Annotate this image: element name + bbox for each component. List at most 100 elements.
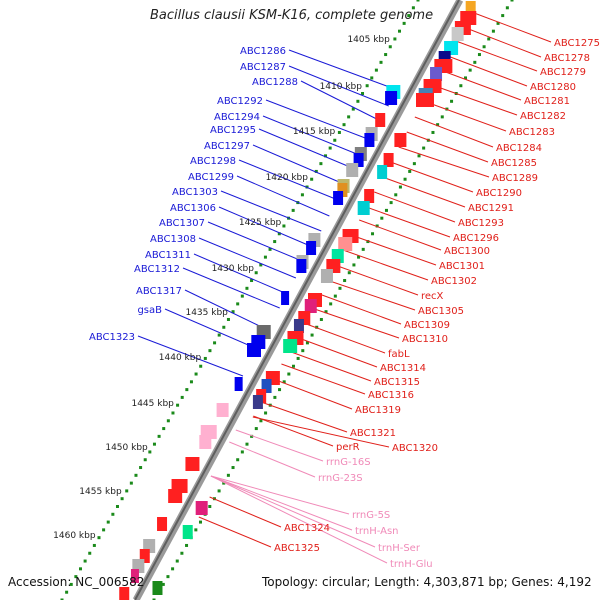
tick-dot-right	[366, 240, 370, 244]
tick-dot-left	[333, 138, 337, 142]
gene-label-right: ABC1320	[392, 443, 438, 454]
gene-feature	[394, 133, 407, 147]
tick-dot-left	[194, 372, 198, 376]
tick-dot-left	[231, 310, 235, 314]
gene-label-left: ABC1295	[210, 125, 256, 136]
tick-dot-left	[208, 349, 212, 353]
gene-label-right: ABC1283	[509, 127, 555, 138]
connector-right	[198, 516, 272, 548]
tick-dot-right	[273, 395, 277, 399]
connector-left	[220, 190, 322, 232]
tick-dot-right	[152, 598, 156, 600]
tick-dot-right	[440, 115, 444, 119]
connector-right	[252, 416, 390, 448]
tick-dot-right	[301, 349, 305, 353]
connector-right	[374, 191, 456, 223]
tick-dot-right	[222, 481, 226, 485]
gene-label-left: ABC1288	[252, 77, 298, 88]
tick-dot-left	[361, 92, 365, 96]
label-layer: 1405 kbp 1410 kbp 1415 kbp 1420 kbp 1425 kbp…	[53, 35, 600, 570]
gene-feature	[375, 113, 386, 127]
tick-dot-right	[496, 21, 500, 25]
connector-right	[303, 322, 386, 354]
connector-right	[253, 415, 334, 447]
tick-dot-left	[171, 411, 175, 415]
connector-left	[193, 253, 288, 295]
connector-left	[265, 99, 371, 141]
tick-dot-left	[162, 427, 166, 431]
tick-dot-left	[83, 559, 87, 563]
tick-dot-left	[259, 263, 263, 267]
tick-dot-left	[203, 356, 207, 360]
tick-dot-right	[431, 130, 435, 134]
gene-feature	[182, 525, 193, 539]
gene-feature	[247, 343, 261, 357]
gene-label-right: ABC1289	[492, 173, 538, 184]
gene-feature	[357, 201, 370, 215]
gene-feature	[261, 379, 272, 393]
gene-feature	[119, 587, 130, 600]
tick-dot-left	[157, 434, 161, 438]
tick-dot-right	[231, 466, 235, 470]
gene-label-right: ABC1309	[404, 320, 450, 331]
gene-label-left: ABC1308	[150, 234, 196, 245]
gene-label-left: ABC1286	[240, 46, 286, 57]
tick-dot-left	[199, 364, 203, 368]
tick-dot-left	[273, 240, 277, 244]
accession-text: Accession: NC_006582	[8, 575, 145, 589]
tick-dot-left	[60, 598, 64, 600]
gene-feature	[185, 457, 200, 471]
feature-layer	[119, 1, 477, 600]
tick-dot-right	[217, 489, 221, 493]
page-title: Bacillus clausii KSM-K16, complete genom…	[150, 8, 434, 23]
gene-label-left: ABC1323	[89, 332, 135, 343]
gene-feature	[337, 183, 348, 197]
connector-left	[262, 115, 362, 157]
tick-dot-left	[115, 504, 119, 508]
tick-dot-left	[134, 473, 138, 477]
tick-dot-right	[510, 0, 514, 2]
connector-rna	[235, 429, 324, 462]
gene-label-right: ABC1296	[453, 233, 499, 244]
connector-left	[288, 49, 398, 91]
connector-right	[414, 116, 494, 148]
tick-dot-left	[365, 84, 369, 88]
tick-dot-left	[374, 68, 378, 72]
tick-dot-right	[403, 177, 407, 181]
gene-feature	[168, 489, 183, 503]
rna-label: trnH-Glu	[390, 559, 433, 570]
tick-dot-left	[189, 380, 193, 384]
tick-dot-right	[310, 333, 314, 337]
connector-right	[440, 69, 522, 101]
tick-dot-left	[268, 247, 272, 251]
gene-feature	[416, 93, 434, 107]
genome-backbone	[132, 0, 464, 600]
tick-dot-left	[411, 6, 415, 10]
gene-label-right: ABC1280	[530, 82, 576, 93]
scale-tick-label: 1425 kbp	[239, 218, 282, 228]
tick-dot-left	[143, 458, 147, 462]
tick-dot-left	[152, 442, 156, 446]
connector-right	[319, 293, 402, 325]
gene-label-right: perR	[336, 442, 360, 453]
gene-label-left: ABC1287	[240, 62, 286, 73]
gene-feature	[320, 269, 333, 283]
gene-feature	[199, 435, 212, 449]
gene-label-right: ABC1282	[520, 111, 566, 122]
gene-label-left: ABC1298	[190, 156, 236, 167]
gene-label-left: ABC1312	[134, 264, 180, 275]
gene-feature	[296, 259, 307, 273]
tick-dot-left	[342, 123, 346, 127]
scale-tick-label: 1440 kbp	[159, 353, 202, 363]
gene-label-left: ABC1306	[170, 203, 216, 214]
tick-dot-right	[259, 419, 263, 423]
gene-feature	[283, 339, 298, 353]
connector-right	[455, 40, 538, 72]
tick-dot-left	[347, 115, 351, 119]
tick-dot-right	[343, 279, 347, 283]
tick-dot-left	[324, 154, 328, 158]
connector-right	[406, 131, 489, 163]
tick-dot-left	[180, 395, 184, 399]
gene-label-right: ABC1281	[524, 96, 570, 107]
